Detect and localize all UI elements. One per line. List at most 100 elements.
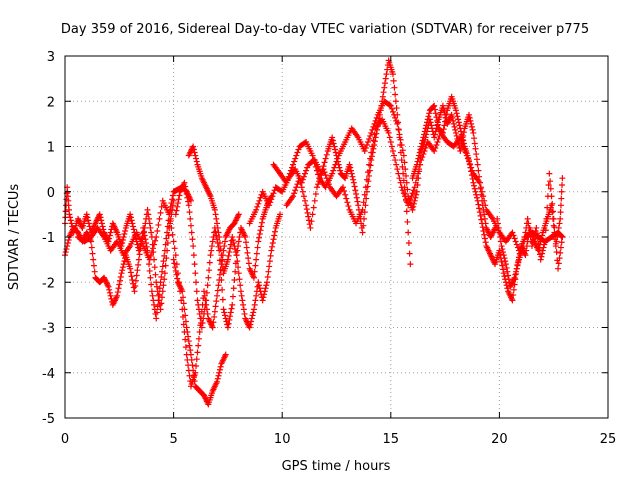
data-point bbox=[150, 297, 157, 304]
data-point bbox=[96, 211, 103, 218]
data-point bbox=[154, 227, 161, 234]
data-point bbox=[267, 252, 274, 259]
data-point bbox=[99, 223, 106, 230]
data-point bbox=[311, 160, 318, 167]
data-point bbox=[193, 288, 200, 295]
data-point bbox=[251, 268, 258, 275]
data-point bbox=[522, 252, 529, 259]
data-point bbox=[550, 215, 557, 222]
data-point bbox=[214, 236, 221, 243]
data-point bbox=[511, 235, 518, 242]
data-point bbox=[342, 191, 349, 198]
data-point bbox=[189, 362, 196, 369]
data-point bbox=[137, 246, 144, 253]
data-point bbox=[467, 164, 474, 171]
y-axis-tick-labels: -5 -4 -3 -2 -1 0 1 2 3 bbox=[42, 50, 55, 427]
data-point bbox=[424, 116, 431, 123]
data-point bbox=[421, 131, 428, 138]
data-point bbox=[258, 219, 265, 226]
data-point bbox=[146, 267, 153, 274]
data-point bbox=[132, 277, 139, 284]
data-point bbox=[267, 199, 274, 206]
data-point bbox=[363, 188, 370, 195]
data-point bbox=[308, 218, 315, 225]
data-point bbox=[200, 315, 207, 322]
data-point bbox=[221, 309, 228, 316]
data-point bbox=[414, 158, 421, 165]
data-point bbox=[188, 229, 195, 236]
data-point bbox=[67, 214, 74, 221]
data-point bbox=[193, 158, 200, 165]
data-point bbox=[277, 211, 284, 218]
data-point bbox=[135, 261, 142, 268]
data-point bbox=[192, 270, 199, 277]
data-point bbox=[169, 192, 176, 199]
data-point bbox=[363, 141, 370, 148]
data-point bbox=[160, 282, 167, 289]
data-point bbox=[332, 161, 339, 168]
data-point bbox=[360, 199, 367, 206]
data-point bbox=[151, 241, 158, 248]
data-point bbox=[394, 120, 401, 127]
data-point bbox=[224, 256, 231, 263]
data-point bbox=[151, 306, 158, 313]
data-point bbox=[386, 102, 393, 109]
data-point bbox=[387, 102, 394, 109]
data-point bbox=[511, 274, 518, 281]
data-point bbox=[401, 159, 408, 166]
y-axis-label: SDTVAR / TECUs bbox=[7, 184, 22, 291]
x-tick-label: 25 bbox=[600, 432, 617, 447]
data-point bbox=[392, 91, 399, 98]
data-point bbox=[442, 114, 449, 121]
data-point bbox=[183, 191, 190, 198]
data-point bbox=[476, 205, 483, 212]
data-point bbox=[512, 271, 519, 278]
x-axis-tick-labels: 0 5 10 15 20 25 bbox=[61, 432, 616, 447]
data-point bbox=[367, 162, 374, 169]
data-point bbox=[362, 184, 369, 191]
data-point bbox=[106, 289, 113, 296]
data-point bbox=[471, 185, 478, 192]
data-point bbox=[211, 224, 218, 231]
data-point bbox=[416, 152, 423, 159]
y-tick-label: -2 bbox=[42, 276, 55, 291]
data-point bbox=[555, 229, 562, 236]
data-point bbox=[214, 287, 221, 294]
data-point bbox=[353, 191, 360, 198]
data-point bbox=[466, 114, 473, 121]
data-point bbox=[389, 108, 396, 115]
data-point bbox=[317, 175, 324, 182]
data-point bbox=[558, 233, 565, 240]
data-point bbox=[411, 184, 418, 191]
x-tick-label: 10 bbox=[274, 432, 291, 447]
data-point bbox=[515, 259, 522, 266]
data-point bbox=[245, 255, 252, 262]
data-point bbox=[439, 102, 446, 109]
y-tick-label: 0 bbox=[47, 186, 55, 201]
data-point bbox=[371, 138, 378, 145]
data-series-arc-11 bbox=[494, 170, 566, 290]
data-point bbox=[256, 197, 263, 204]
data-point bbox=[127, 214, 134, 221]
data-point bbox=[84, 214, 91, 221]
data-point bbox=[297, 179, 304, 186]
data-point bbox=[499, 246, 506, 253]
data-point bbox=[303, 202, 310, 209]
data-point bbox=[130, 226, 137, 233]
data-point bbox=[152, 237, 159, 244]
data-point bbox=[166, 211, 173, 218]
data-point bbox=[83, 211, 90, 218]
data-point bbox=[391, 152, 398, 159]
data-point bbox=[67, 217, 74, 224]
data-point bbox=[540, 244, 547, 251]
data-point bbox=[204, 282, 211, 289]
data-point bbox=[90, 262, 97, 269]
data-point bbox=[183, 324, 190, 331]
data-point bbox=[151, 301, 158, 308]
data-point bbox=[171, 260, 178, 267]
data-point bbox=[147, 224, 154, 231]
data-point bbox=[513, 268, 520, 275]
data-point bbox=[180, 294, 187, 301]
data-point bbox=[215, 282, 222, 289]
y-tick-label: -5 bbox=[42, 412, 55, 427]
